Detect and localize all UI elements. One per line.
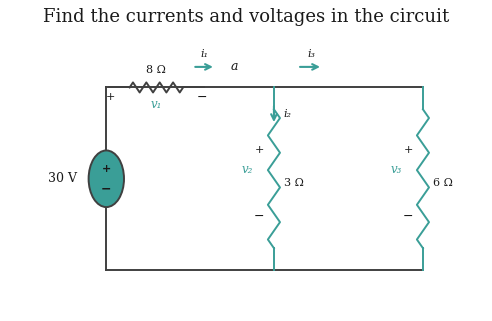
Text: −: − xyxy=(254,210,264,223)
Text: +: + xyxy=(254,145,264,155)
Text: +: + xyxy=(106,92,116,102)
Text: 30 V: 30 V xyxy=(48,172,77,185)
Text: a: a xyxy=(231,60,238,74)
Text: v₁: v₁ xyxy=(151,98,162,111)
Text: −: − xyxy=(101,182,112,195)
Ellipse shape xyxy=(89,151,124,207)
Text: −: − xyxy=(196,91,207,104)
Text: v₂: v₂ xyxy=(241,163,252,176)
Text: +: + xyxy=(102,164,111,174)
Text: v₃: v₃ xyxy=(390,163,401,176)
Text: 8 Ω: 8 Ω xyxy=(147,65,166,75)
Text: i₁: i₁ xyxy=(200,49,208,59)
Text: Find the currents and voltages in the circuit: Find the currents and voltages in the ci… xyxy=(43,7,449,26)
Text: i₃: i₃ xyxy=(307,49,315,59)
Text: i₂: i₂ xyxy=(283,109,291,119)
Text: 3 Ω: 3 Ω xyxy=(284,178,304,188)
Text: +: + xyxy=(403,145,413,155)
Text: −: − xyxy=(403,210,413,223)
Text: 6 Ω: 6 Ω xyxy=(433,178,453,188)
